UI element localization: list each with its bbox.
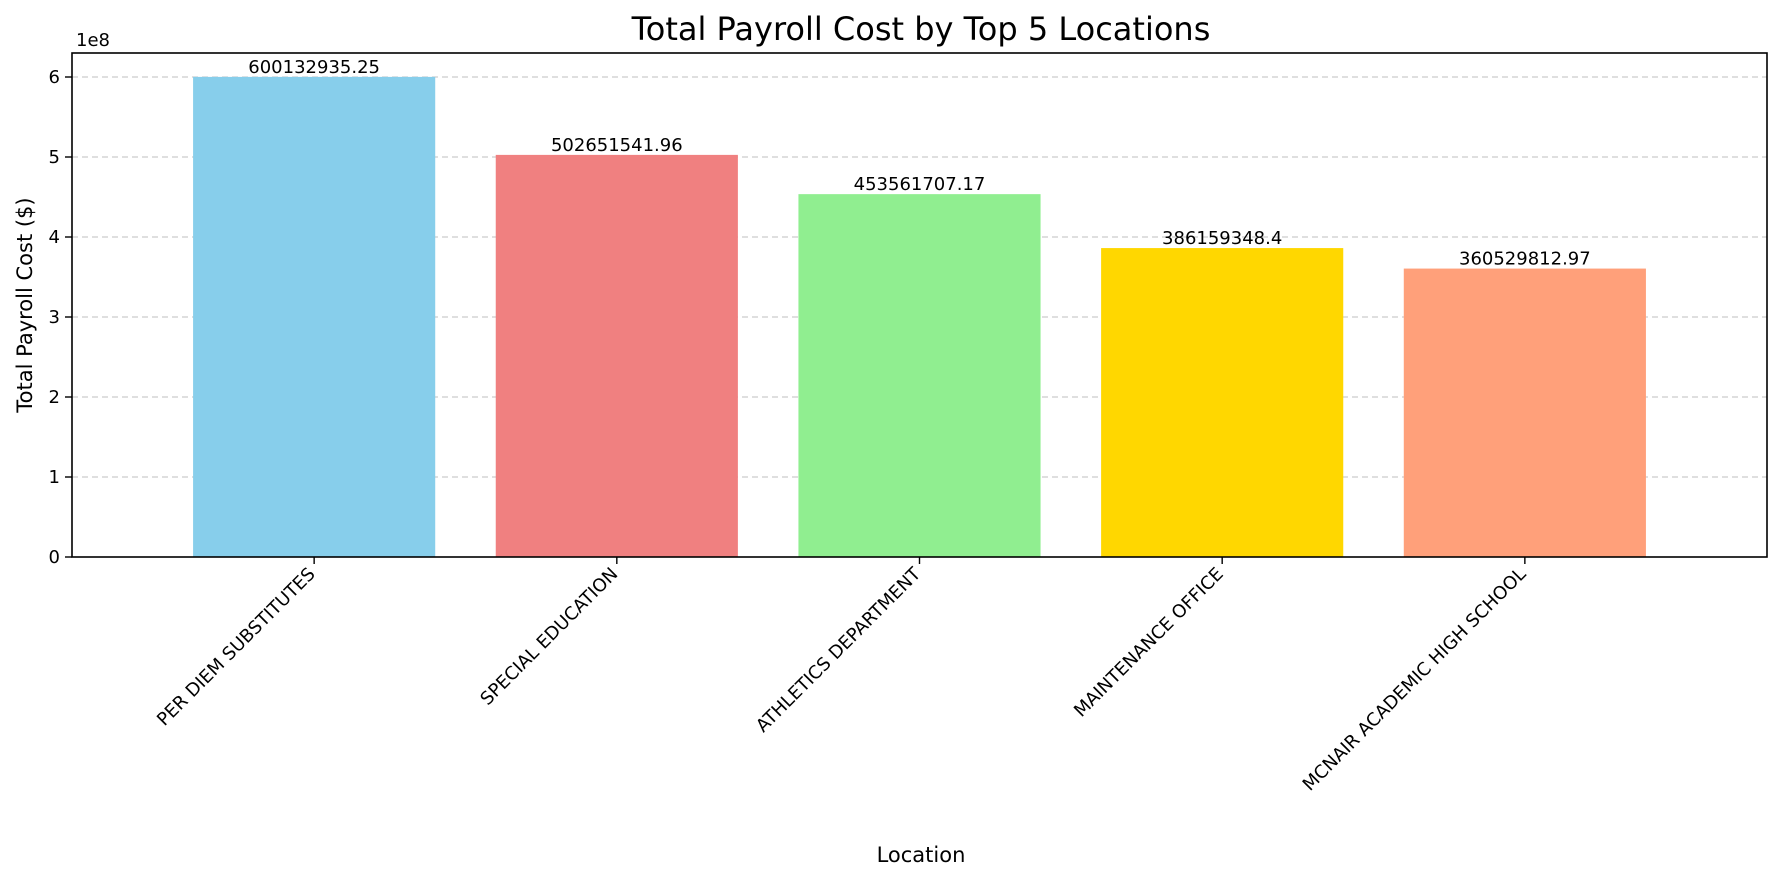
- y-axis-label: Total Payroll Cost ($): [13, 197, 37, 413]
- bar-value-label: 386159348.4: [1162, 228, 1282, 249]
- y-scale-label: 1e8: [76, 30, 110, 51]
- x-tick-label: MCNAIR ACADEMIC HIGH SCHOOL: [1299, 564, 1531, 796]
- bar: [798, 194, 1041, 557]
- y-tick-label: 2: [49, 387, 60, 408]
- bars: [193, 76, 1646, 558]
- y-tick-label: 4: [49, 227, 60, 248]
- bar-value-label: 502651541.96: [551, 135, 683, 156]
- chart-title: Total Payroll Cost by Top 5 Locations: [631, 10, 1211, 48]
- x-tick-label: MAINTENANCE OFFICE: [1070, 564, 1228, 722]
- bar-value-label: 453561707.17: [854, 174, 986, 195]
- bar-value-label: 360529812.97: [1459, 249, 1591, 270]
- y-tick-label: 3: [49, 307, 60, 328]
- bar: [1403, 268, 1646, 557]
- data-labels: 600132935.25 502651541.96 453561707.17 3861…: [248, 57, 1590, 270]
- y-axis-ticks: 0 1 2 3 4 5 6: [49, 67, 72, 568]
- bar-value-label: 600132935.25: [248, 57, 380, 78]
- x-axis-ticks: PER DIEM SUBSTITUTES SPECIAL EDUCATION ATH…: [153, 557, 1530, 795]
- y-tick-label: 1: [49, 467, 60, 488]
- x-tick-label: PER DIEM SUBSTITUTES: [153, 564, 320, 731]
- bar: [495, 154, 738, 557]
- x-tick-label: SPECIAL EDUCATION: [476, 564, 622, 710]
- y-tick-label: 6: [49, 67, 60, 88]
- bar: [1101, 248, 1344, 558]
- x-tick-label: ATHLETICS DEPARTMENT: [752, 563, 926, 737]
- bar: [193, 76, 436, 558]
- y-tick-label: 0: [49, 547, 60, 568]
- x-axis-label: Location: [877, 843, 966, 867]
- y-tick-label: 5: [49, 147, 60, 168]
